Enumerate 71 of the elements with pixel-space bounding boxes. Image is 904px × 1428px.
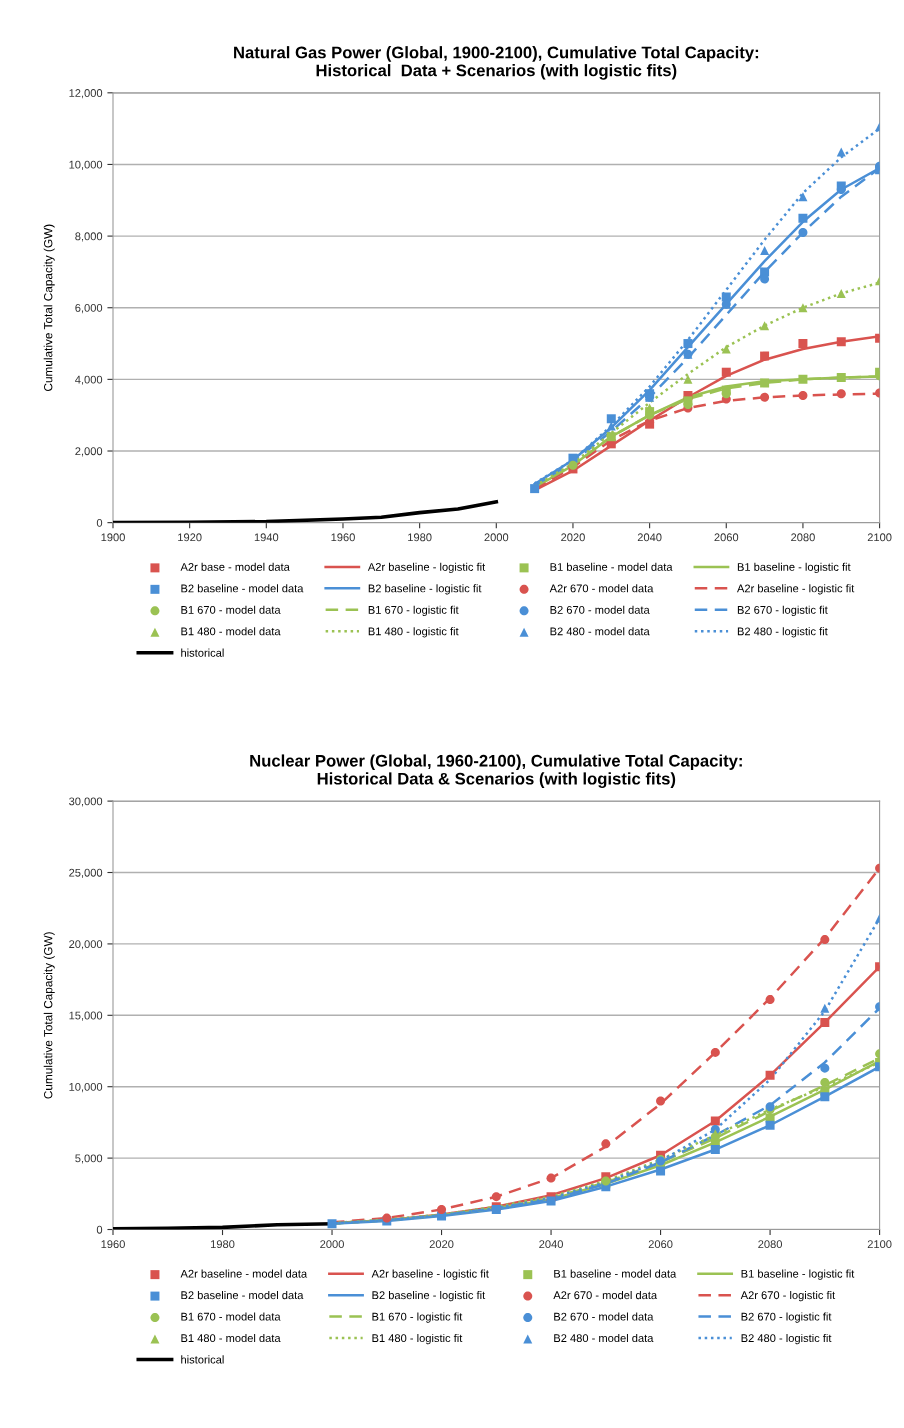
y-tick-label: 12,000 <box>69 89 103 99</box>
legend-label: B1 670 - logistic fit <box>372 1312 463 1323</box>
x-tick-label: 2060 <box>714 533 739 542</box>
legend-label: B1 baseline - logistic fit <box>737 562 851 574</box>
legend-label: historical <box>181 1355 224 1364</box>
legend-label: A2r baseline - logistic fit <box>367 562 486 574</box>
y-tick-label: 0 <box>96 518 103 527</box>
y-tick-label: 10,000 <box>69 1082 103 1093</box>
y-tick-label: 15,000 <box>69 1011 103 1021</box>
legend-label: A2r base - model data <box>180 562 290 571</box>
chart-title: Nuclear Power (Global, 1960-2100), Cumulative Total Capacity: Historical Data & Scenarios (with logistic fits) <box>250 754 742 788</box>
x-tick-label: 2080 <box>791 533 815 542</box>
legend-label: B2 670 - logistic fit <box>741 1312 832 1323</box>
x-tick-label: 2060 <box>648 1240 673 1249</box>
legend-label: B2 670 - model data <box>554 1312 654 1321</box>
legend-label: A2r 670 - model data <box>549 584 654 593</box>
legend-label: B2 670 - logistic fit <box>737 605 828 617</box>
legend-label: B1 670 - model data <box>181 1312 281 1321</box>
legend-label: B1 baseline - model data <box>554 1269 677 1278</box>
chart-title: Natural Gas Power (Global, 1900-2100), Cumulative Total Capacity: Historical Data + Scenarios (with logistic fits) <box>234 46 759 80</box>
x-tick-label: 2020 <box>561 533 585 542</box>
legend-label: historical <box>181 648 224 657</box>
x-tick-label: 2100 <box>867 1240 892 1249</box>
y-tick-label: 5,000 <box>75 1154 103 1164</box>
x-tick-label: 2000 <box>484 533 509 542</box>
legend-label: B2 baseline - logistic fit <box>372 1290 486 1302</box>
y-tick-label: 4,000 <box>75 375 103 385</box>
legend-label: B2 480 - model data <box>550 627 650 636</box>
legend-label: A2r 670 - model data <box>553 1290 658 1300</box>
x-tick-label: 1980 <box>211 1240 235 1249</box>
legend-label: B1 480 - logistic fit <box>368 627 459 638</box>
x-tick-label: 1900 <box>101 533 125 542</box>
x-tick-label: 2000 <box>320 1240 344 1249</box>
y-tick-label: 2,000 <box>75 447 103 457</box>
legend-label: A2r baseline - model data <box>180 1269 308 1278</box>
y-tick-label: 0 <box>96 1225 103 1234</box>
x-tick-label: 1960 <box>101 1240 125 1249</box>
legend-label: B1 480 - model data <box>181 627 281 636</box>
x-tick-label: 2100 <box>867 533 892 542</box>
y-tick-label: 6,000 <box>75 304 103 314</box>
y-axis-title: Cumulative Total Capacity (GW) <box>43 224 55 391</box>
x-tick-label: 2040 <box>539 1240 563 1249</box>
legend-label: B1 480 - logistic fit <box>372 1333 463 1345</box>
legend-label: B1 480 - model data <box>181 1333 281 1343</box>
legend-label: B1 baseline - logistic fit <box>741 1269 855 1280</box>
legend-label: B1 670 - logistic fit <box>368 605 459 617</box>
legend-label: A2r baseline - logistic fit <box>737 584 855 595</box>
legend-label: B2 670 - model data <box>550 605 650 614</box>
y-tick-label: 25,000 <box>69 868 103 878</box>
legend-label: B1 baseline - model data <box>550 562 673 571</box>
legend-label: B2 480 - logistic fit <box>741 1333 832 1345</box>
x-tick-label: 2020 <box>429 1240 454 1249</box>
legend-label: B2 baseline - logistic fit <box>368 584 482 595</box>
x-tick-label: 2040 <box>637 533 662 542</box>
x-tick-label: 1980 <box>408 533 432 542</box>
legend-label: B2 480 - model data <box>554 1333 654 1343</box>
y-tick-label: 8,000 <box>75 232 103 242</box>
x-tick-label: 1960 <box>331 533 355 542</box>
y-tick-label: 30,000 <box>69 797 103 807</box>
legend-label: A2r baseline - logistic fit <box>371 1269 489 1280</box>
x-tick-label: 2080 <box>758 1240 782 1249</box>
legend-label: A2r 670 - logistic fit <box>740 1290 836 1302</box>
legend-label: B2 baseline - model data <box>181 584 304 593</box>
y-tick-label: 10,000 <box>69 160 103 170</box>
legend-label: B2 480 - logistic fit <box>737 627 828 638</box>
y-tick-label: 20,000 <box>69 940 103 950</box>
legend-label: B1 670 - model data <box>181 605 281 614</box>
legend-label: B2 baseline - model data <box>181 1290 304 1300</box>
y-axis-title: Cumulative Total Capacity (GW) <box>43 932 55 1099</box>
x-tick-label: 1940 <box>254 533 279 542</box>
x-tick-label: 1920 <box>178 533 202 542</box>
